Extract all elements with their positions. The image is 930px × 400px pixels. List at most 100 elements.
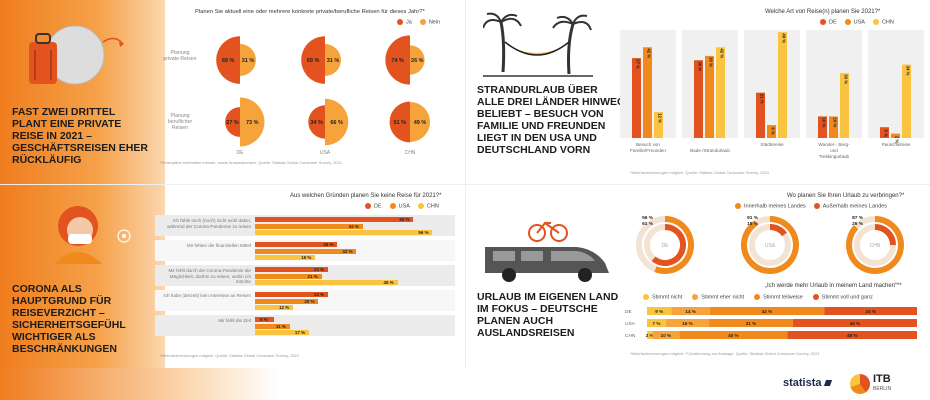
category-label: Wander-, Berg-: [818, 142, 850, 147]
ja-value: 69 %: [307, 58, 320, 64]
nein-half: [240, 97, 265, 147]
bar-value: 10 %: [833, 118, 838, 128]
legend-fully: Stimmt voll und ganz: [812, 294, 873, 300]
bar: [643, 47, 652, 138]
stack-segment: [787, 331, 917, 339]
nein-value: 49 %: [414, 120, 427, 126]
legend-ja: Ja: [397, 19, 412, 25]
bar-value: 42 %: [647, 48, 652, 58]
bar-value: 21 %: [307, 273, 318, 279]
ja-half: [216, 36, 240, 84]
country-label: USA: [625, 321, 636, 327]
category-label: Bade-/Strandurlaub: [690, 148, 730, 153]
stack-segment: [647, 319, 666, 327]
bar: [632, 58, 641, 138]
ring-inland: [846, 216, 904, 274]
bar: [255, 305, 293, 310]
donut-chart: DE 56 %61 % USA 91 %15 % CHN 87 %25 %: [636, 215, 904, 274]
footnote: *Mehrfachnennungen möglich. Quelle: Stat…: [630, 170, 770, 175]
ring-abroad: [651, 224, 686, 266]
bar-value: 19 %: [301, 255, 312, 260]
bar-value: 23 %: [313, 292, 325, 297]
bar-value: 23 %: [313, 267, 325, 272]
ring-inland: [654, 216, 694, 274]
segment-value: 34 %: [865, 309, 875, 314]
stack-segment: [647, 331, 653, 339]
footnote: *Mehrfachnennungen möglich. **Zustimmung…: [630, 351, 820, 356]
reason-label: Mir fehlen die finanziellen Mittel: [186, 243, 251, 248]
bar-value: 36 %: [698, 61, 703, 71]
bar: [891, 133, 900, 138]
bar: [880, 127, 889, 138]
stack-legend: Stimmt nicht Stimmt eher nicht Stimmt te…: [643, 294, 873, 300]
nein-half: [325, 44, 341, 76]
bar: [756, 92, 765, 138]
bar-value: 6 %: [260, 317, 268, 322]
ja-value: 51 %: [394, 120, 407, 126]
headline: URLAUB IM EIGENEN LAND IM FOKUS – DEUTSC…: [477, 291, 619, 339]
headline: FAST ZWEI DRITTEL PLANT EINE PRIVATE REI…: [12, 106, 148, 166]
itb-logo: ITB: [873, 373, 891, 385]
split-circle-chart: 69 % 31 % 69 % 31 % 74 % 26 % 27 % 73 % 34 % 66 %…: [216, 35, 431, 156]
group-background: [868, 30, 924, 138]
segment-value: 7 %: [652, 321, 660, 326]
masked-person-illustration: [54, 206, 131, 264]
nein-half: [240, 44, 256, 76]
country-label: USA: [320, 150, 331, 156]
legend-abroad: Außerhalb meines Landes: [813, 203, 887, 209]
bar: [255, 280, 398, 285]
panel-travel-plans: FAST ZWEI DRITTEL PLANT EINE PRIVATE REI…: [0, 0, 465, 185]
bar-value: 34 %: [906, 66, 911, 76]
footnote: *Mehrfachnennungen möglich. Quelle: Stat…: [160, 353, 300, 358]
bar-value: 12 %: [658, 113, 663, 123]
legend-nein: Nein: [419, 19, 440, 25]
bar: [654, 112, 663, 138]
nein-value: 66 %: [330, 120, 343, 126]
stack-segment: [671, 307, 710, 315]
bar: [255, 248, 357, 254]
bar: [255, 317, 274, 322]
country-label: DE: [625, 309, 632, 315]
ja-half: [389, 101, 410, 143]
category-label: Pauschalreise: [882, 142, 911, 147]
suitcase-globe-illustration: [29, 25, 124, 85]
inland-value: 56 %: [642, 215, 654, 221]
reason-label: Mir fehlt die Zeit: [218, 318, 251, 323]
segment-value: 46 %: [850, 321, 860, 326]
legend-partly: Stimmt teilweise: [754, 294, 803, 300]
nein-value: 26 %: [411, 58, 424, 64]
nein-half: [325, 98, 349, 146]
bar: [694, 60, 703, 138]
bar: [255, 267, 328, 272]
nein-half: [410, 101, 431, 143]
panel-holiday-location: URLAUB IM EIGENEN LAND IM FOKUS – DEUTSC…: [465, 185, 930, 368]
ring-abroad: [769, 224, 787, 237]
panel-sidebar: [465, 185, 630, 368]
horizontal-divider: [0, 184, 930, 185]
legend: DE USA CHN: [820, 19, 894, 25]
segment-value: 48 %: [847, 333, 857, 338]
ring-inland: [741, 216, 799, 274]
stack-segment: [665, 319, 710, 327]
bar: [778, 32, 787, 138]
segment-value: 31 %: [746, 321, 756, 326]
ja-half: [225, 107, 240, 137]
chart-title: Aus welchen Gründen planen Sie keine Rei…: [290, 193, 442, 199]
ja-value: 34 %: [310, 120, 323, 126]
bar-value: 42 %: [720, 48, 725, 58]
bar-value: 56 %: [418, 230, 429, 235]
stack-segment: [709, 319, 793, 327]
inland-value: 87 %: [852, 215, 864, 221]
bar-value: 50 %: [399, 217, 410, 222]
legend: DE USA CHN: [365, 203, 439, 209]
bar: [255, 330, 309, 335]
abroad-value: 61 %: [642, 221, 654, 227]
bar-value: 2 %: [895, 136, 900, 144]
legend: Innerhalb meines Landes Außerhalb meines…: [735, 203, 887, 209]
bar: [255, 223, 363, 229]
inland-value: 91 %: [747, 215, 759, 221]
legend-not: Stimmt nicht: [643, 294, 682, 300]
legend-rather-not: Stimmt eher nicht: [692, 294, 744, 300]
category-label: und: [830, 148, 838, 153]
bar-value: 37 %: [636, 59, 641, 69]
